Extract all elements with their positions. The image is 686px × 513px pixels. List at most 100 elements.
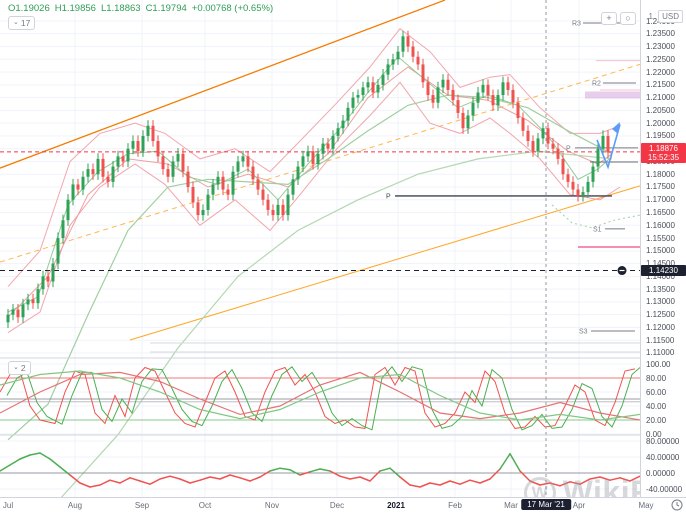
candle-body (416, 56, 420, 65)
maximize-circle-icon[interactable]: ○ (620, 12, 636, 25)
oscillator-segment (599, 476, 611, 481)
candle-body (26, 299, 30, 305)
timezone-clock-icon[interactable] (671, 499, 683, 511)
candle-body (221, 176, 225, 190)
candle-body (491, 95, 495, 106)
oscillator-segment (319, 468, 331, 472)
oscillator-segment (209, 476, 221, 480)
ohlc-item: C1.19794 (145, 3, 187, 14)
pivot-label-s1: S1 (593, 226, 602, 233)
oscillator-segment (469, 479, 481, 484)
oscillator-segment (329, 470, 341, 477)
price-tick-label: 1.20000 (646, 118, 675, 128)
oscillator-segment (239, 477, 251, 482)
candle-body (196, 202, 200, 216)
candle-body (566, 174, 570, 182)
candle-body (531, 141, 535, 152)
price-tick-label: 1.11000 (646, 348, 675, 358)
price-axis[interactable]: 1.240001.235001.230001.225001.220001.215… (640, 0, 686, 497)
candle-body (31, 299, 35, 304)
candle-body (256, 179, 260, 190)
currency-toggle[interactable]: USD (658, 10, 683, 23)
oscillator-segment (419, 482, 431, 488)
candle-body (191, 186, 195, 203)
oscillator-segment (39, 452, 51, 460)
candle-body (506, 82, 510, 90)
candle-body (551, 143, 555, 149)
legend-collapse-button[interactable]: ⌄ 17 (8, 16, 36, 30)
candle-body (121, 156, 125, 162)
candle-body (131, 141, 135, 149)
pivot-label-s3: S3 (579, 329, 588, 336)
candle-body (346, 107, 350, 121)
bar-countdown: 15:52:35 (647, 152, 680, 162)
candle-body (396, 51, 400, 60)
band-upper (7, 28, 621, 287)
alert-price-badge[interactable]: 1.14230 (641, 264, 686, 276)
oscillator-segment (459, 479, 471, 485)
candle-body (56, 238, 60, 264)
time-tick-label: 2021 (387, 501, 405, 510)
candle-body (331, 135, 335, 149)
candle-body (411, 46, 415, 57)
candle-body (126, 148, 130, 162)
candle-body (401, 36, 405, 52)
alert-line-handle[interactable] (617, 266, 627, 276)
candle-body (86, 169, 90, 177)
pane3-tick-label: 80.00000 (646, 436, 680, 446)
candle-body (141, 135, 145, 152)
oscillator-segment (189, 479, 201, 484)
oscillator-segment (19, 454, 31, 460)
candle-body (301, 156, 305, 167)
oscillator-segment (389, 467, 401, 478)
time-tick-label: Oct (198, 501, 212, 510)
time-tick-label: Nov (264, 501, 280, 510)
candle-body (241, 156, 245, 162)
candle-body (386, 64, 390, 75)
price-tick-label: 1.23500 (646, 29, 675, 39)
pane2-collapse-button[interactable]: ⌄ 2 (8, 361, 31, 375)
oscillator-segment (359, 476, 371, 482)
candle-body (81, 176, 85, 190)
price-tick-label: 1.19500 (646, 131, 675, 141)
candle-body (266, 199, 270, 210)
candle-body (596, 148, 600, 167)
plus-icon[interactable]: + (601, 12, 617, 25)
candle-body (66, 199, 70, 221)
oscillator-segment (29, 452, 41, 456)
pivot-levels: R3 R2 P S1 P S3 (150, 21, 640, 353)
oscillator-segment (169, 475, 181, 480)
candle-body (481, 84, 485, 93)
candle-body (291, 179, 295, 195)
time-tick-label: Aug (67, 501, 83, 510)
price-axis-unit: 1. USD (648, 10, 683, 23)
orange-trendline-steep (0, 0, 446, 169)
candle-body (16, 309, 20, 318)
oscillator-segment (409, 484, 421, 488)
forecast-drawing[interactable] (596, 122, 621, 170)
candle-body (546, 128, 550, 144)
oscillator-segment (49, 458, 61, 468)
candle-body (526, 130, 530, 142)
candle-body (381, 74, 385, 85)
candle-body (581, 192, 585, 196)
time-axis[interactable]: Jul Aug Sep Oct Nov Dec 2021 Feb Mar Apr May (0, 497, 686, 513)
candle-body (261, 189, 265, 200)
candle-body (361, 87, 365, 96)
candle-body (206, 194, 210, 210)
candle-body (351, 97, 355, 108)
time-tick-label: Apr (572, 501, 586, 510)
candle-body (216, 176, 220, 185)
candle-body (281, 204, 285, 216)
stoch-slow-green (0, 370, 641, 421)
candle-body (501, 82, 505, 96)
candle-body (51, 263, 55, 282)
price-tick-label: 1.22500 (646, 54, 675, 64)
last-price-badge[interactable]: 1.18876 15:52:35 (641, 142, 686, 163)
candle-body (181, 153, 185, 172)
candle-body (286, 194, 290, 216)
price-tick-label: 1.15500 (646, 233, 675, 243)
stoch-slow-red (0, 371, 641, 421)
